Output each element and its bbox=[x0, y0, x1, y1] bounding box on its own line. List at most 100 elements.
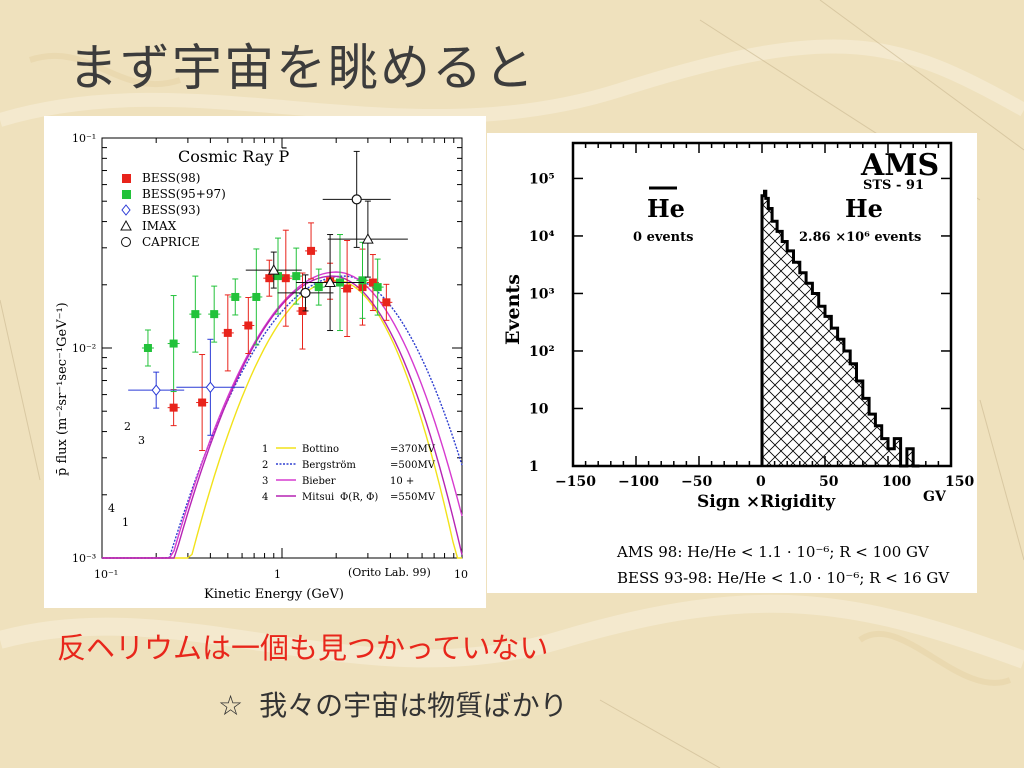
x-tick-label: 10⁻¹ bbox=[94, 568, 118, 581]
tick-labels: 10⁻¹ 1 10 10⁻¹ 10⁻² 10⁻³ bbox=[72, 132, 468, 581]
helium-histogram-outline bbox=[760, 189, 920, 468]
model-curve-1 bbox=[102, 279, 462, 559]
curve-number-label: 3 bbox=[138, 434, 145, 447]
svg-text:Bottino: Bottino bbox=[302, 444, 339, 455]
x-tick-label: 50 bbox=[819, 474, 839, 490]
data-point bbox=[221, 294, 234, 372]
y-axis-label: p̄ flux (m⁻²sr⁻¹sec⁻¹GeV⁻¹) bbox=[55, 302, 70, 476]
data-point bbox=[229, 278, 242, 316]
model-legend-entry: 1 Bottino =370MV bbox=[262, 444, 436, 455]
svg-text:BESS(95+97): BESS(95+97) bbox=[142, 187, 226, 201]
data-point bbox=[208, 285, 221, 343]
legend-entry: BESS(98) bbox=[122, 171, 200, 185]
data-point bbox=[189, 275, 202, 353]
y-tick-label: 10 bbox=[529, 401, 549, 417]
legend-entry: BESS(95+97) bbox=[122, 187, 226, 201]
curve-number-label: 1 bbox=[122, 516, 129, 529]
y-tick-label: 10² bbox=[529, 344, 555, 360]
data-point bbox=[176, 338, 245, 436]
helium-count: 2.86 ×10⁶ events bbox=[799, 230, 921, 245]
model-legend: 1 Bottino =370MV 2 Bergström =500MV 3 Bieber 10 … bbox=[262, 444, 436, 503]
svg-text:IMAX: IMAX bbox=[142, 219, 177, 233]
legend-entry: CAPRICE bbox=[121, 235, 200, 249]
svg-text:Bieber: Bieber bbox=[302, 476, 336, 487]
model-curve-3 bbox=[102, 271, 463, 559]
x-tick-label: 10 bbox=[454, 568, 468, 581]
legend-entry: IMAX bbox=[120, 219, 177, 233]
svg-text:Bergström: Bergström bbox=[302, 460, 356, 471]
x-axis-label: Sign ×Rigidity bbox=[697, 492, 836, 512]
svg-text:4: 4 bbox=[262, 492, 268, 503]
data-point bbox=[250, 248, 263, 346]
data-point bbox=[322, 150, 391, 248]
data-point bbox=[327, 200, 408, 278]
y-tick-label: 10⁻² bbox=[72, 342, 96, 355]
ams-rigidity-chart: −150 −100 −50 0 50 100 150 1 10 10² 10³ 10⁴ 10⁵ AMS … bbox=[487, 133, 977, 593]
model-legend-entry: 2 Bergström =500MV bbox=[262, 460, 436, 471]
svg-text:Ф(R, Ф): Ф(R, Ф) bbox=[340, 492, 378, 503]
svg-text:1: 1 bbox=[262, 444, 268, 455]
y-axis-label: Events bbox=[502, 274, 524, 345]
caption-matter-text: 我々の宇宙は物質ばかり bbox=[259, 689, 568, 722]
data-point bbox=[305, 222, 318, 280]
chart-title: Cosmic Ray P̄ bbox=[178, 145, 290, 166]
ams-limit-line: AMS 98: He/He < 1.1 · 10⁻⁶; R < 100 GV bbox=[616, 543, 930, 561]
svg-text:Mitsui: Mitsui bbox=[302, 492, 334, 503]
curve-number-labels: 23 41 bbox=[108, 420, 145, 529]
curve-number-label: 4 bbox=[108, 502, 115, 515]
svg-text:=370MV: =370MV bbox=[390, 444, 436, 455]
data-point bbox=[277, 274, 334, 312]
data-point bbox=[296, 234, 365, 332]
svg-text:=500MV: =500MV bbox=[390, 460, 436, 471]
y-tick-label: 10³ bbox=[529, 286, 555, 302]
data-point bbox=[279, 229, 292, 327]
tick-labels: −150 −100 −50 0 50 100 150 1 10 10² 10³ 10⁴ 10⁵ bbox=[529, 171, 974, 490]
data-point bbox=[312, 268, 325, 306]
y-tick-label: 1 bbox=[529, 459, 539, 475]
data-point bbox=[271, 237, 284, 315]
caption-no-antihelium: 反ヘリウムは一個も見つかっていない bbox=[57, 631, 549, 665]
y-tick-label: 10⁻³ bbox=[72, 552, 96, 565]
x-tick-label: −150 bbox=[555, 474, 596, 490]
data-point bbox=[380, 283, 393, 321]
antiproton-flux-chart: 10⁻¹ 1 10 10⁻¹ 10⁻² 10⁻³ Cosmic Ray P̄ Kineti… bbox=[44, 116, 486, 608]
x-axis-label: Kinetic Energy (GeV) bbox=[204, 587, 344, 602]
model-curves bbox=[102, 271, 463, 559]
y-tick-label: 10⁻¹ bbox=[72, 132, 96, 145]
ams-histogram-plot: −150 −100 −50 0 50 100 150 1 10 10² 10³ 10⁴ 10⁵ AMS … bbox=[502, 141, 974, 587]
x-tick-label: 100 bbox=[882, 474, 911, 490]
bess-limit-line: BESS 93-98: He/He < 1.0 · 10⁻⁶; R < 16 G… bbox=[617, 569, 950, 587]
svg-text:BESS(98): BESS(98) bbox=[142, 171, 200, 185]
data-point bbox=[290, 247, 303, 305]
slide-title: まず宇宙を眺めると bbox=[68, 39, 536, 97]
svg-text:BESS(93): BESS(93) bbox=[142, 203, 200, 217]
data-point bbox=[141, 329, 154, 367]
data-point bbox=[128, 371, 185, 409]
x-tick-label: −100 bbox=[618, 474, 659, 490]
data-point bbox=[341, 240, 354, 338]
svg-text:2: 2 bbox=[262, 460, 268, 471]
model-curve-4 bbox=[102, 275, 463, 559]
data-point bbox=[167, 295, 180, 393]
y-tick-label: 10⁴ bbox=[529, 229, 555, 245]
star-bullet: ☆ bbox=[218, 689, 244, 722]
model-legend-entry: 3 Bieber 10 + bbox=[262, 476, 414, 487]
data-point bbox=[366, 254, 379, 312]
data-points bbox=[128, 150, 408, 452]
helium-histogram-fill bbox=[762, 191, 920, 466]
data-point bbox=[371, 258, 384, 316]
x-axis-unit: GV bbox=[923, 489, 947, 505]
svg-text:=550MV: =550MV bbox=[390, 492, 436, 503]
svg-text:CAPRICE: CAPRICE bbox=[142, 235, 200, 249]
legend-entry: BESS(93) bbox=[121, 203, 200, 217]
data-point bbox=[167, 389, 180, 427]
model-legend-entry: 4 Mitsui Ф(R, Ф) =550MV bbox=[262, 492, 436, 503]
ams-subtitle: STS - 91 bbox=[863, 178, 924, 193]
y-tick-label: 10⁵ bbox=[529, 171, 555, 187]
x-tick-label: −50 bbox=[681, 474, 712, 490]
svg-text:10 +: 10 + bbox=[390, 476, 414, 487]
svg-text:3: 3 bbox=[262, 476, 268, 487]
antihelium-count: 0 events bbox=[633, 230, 693, 245]
data-point bbox=[242, 296, 255, 354]
data-point bbox=[356, 241, 369, 319]
